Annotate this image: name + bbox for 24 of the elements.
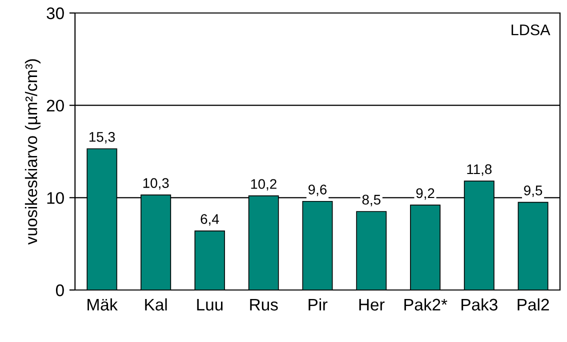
- y-tick-label: 30: [46, 7, 64, 20]
- y-tick-label: 10: [47, 192, 64, 204]
- x-tick-label: Kal: [145, 298, 167, 311]
- y-axis-title: vuosikeskiarvo (µm²/cm³): [24, 59, 40, 245]
- data-label: 8,5: [362, 194, 380, 206]
- data-label: 15,3: [89, 132, 115, 144]
- x-tick-label: Rus: [250, 298, 278, 311]
- x-tick-label: Luu: [197, 298, 223, 311]
- annotation: LDSA: [512, 24, 550, 36]
- data-label: 9,6: [308, 184, 327, 196]
- data-label: 10,2: [251, 179, 276, 191]
- x-tick-label: Pal2: [518, 298, 549, 311]
- x-tick-label: Mäk: [88, 298, 118, 311]
- data-label: 11,8: [467, 164, 492, 176]
- x-tick-label: Her: [359, 298, 385, 311]
- data-label: 9,2: [416, 188, 434, 200]
- data-label: 6,4: [200, 214, 219, 226]
- x-tick-label: Pir: [308, 298, 328, 310]
- data-label: 10,3: [143, 178, 169, 190]
- x-tick-label: Pak3: [462, 298, 498, 311]
- data-label: 9,5: [524, 186, 542, 198]
- y-tick-label: 0: [56, 284, 64, 296]
- y-tick-label: 20: [46, 100, 64, 112]
- x-tick-label: Pak2*: [404, 298, 448, 311]
